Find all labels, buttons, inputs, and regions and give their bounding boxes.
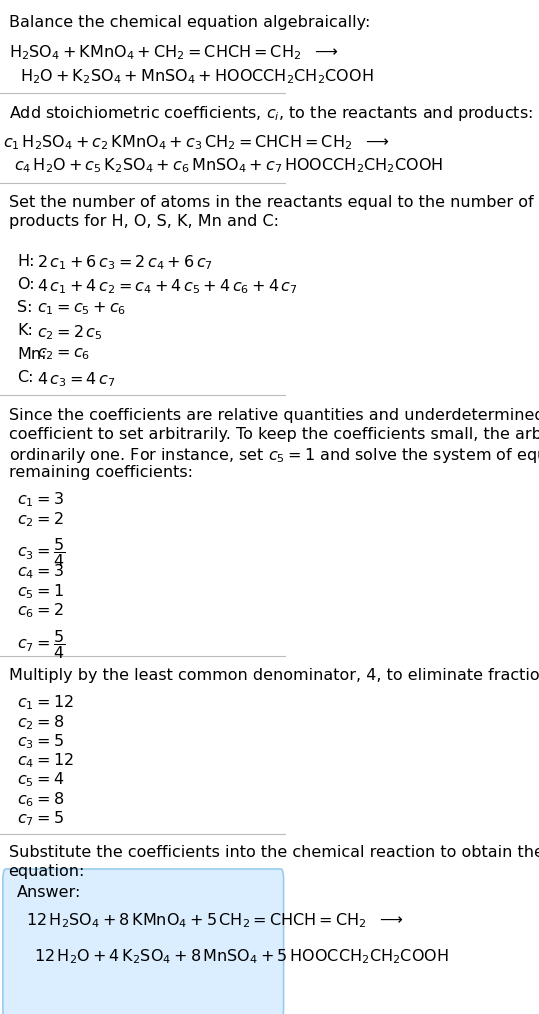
Text: $c_1 = c_5 + c_6$: $c_1 = c_5 + c_6$ [37,300,126,316]
Text: $c_2 = c_6$: $c_2 = c_6$ [37,347,91,362]
Text: Set the number of atoms in the reactants equal to the number of atoms in the: Set the number of atoms in the reactants… [9,195,539,210]
Text: products for H, O, S, K, Mn and C:: products for H, O, S, K, Mn and C: [9,214,279,229]
Text: $c_3 = \dfrac{5}{4}$: $c_3 = \dfrac{5}{4}$ [17,536,65,570]
Text: $c_4\,\mathsf{H_2O} + c_5\,\mathsf{K_2SO_4} + c_6\,\mathsf{MnSO_4} + c_7\,\maths: $c_4\,\mathsf{H_2O} + c_5\,\mathsf{K_2SO… [15,156,444,174]
Text: $4\,c_1 + 4\,c_2 = c_4 + 4\,c_5 + 4\,c_6 + 4\,c_7$: $4\,c_1 + 4\,c_2 = c_4 + 4\,c_5 + 4\,c_6… [37,277,298,295]
Text: $c_5 = 1$: $c_5 = 1$ [17,582,64,600]
Text: Mn:: Mn: [17,347,47,362]
Text: $c_2 = 8$: $c_2 = 8$ [17,713,64,731]
Text: Add stoichiometric coefficients, $c_i$, to the reactants and products:: Add stoichiometric coefficients, $c_i$, … [9,104,533,124]
Text: $2\,c_1 + 6\,c_3 = 2\,c_4 + 6\,c_7$: $2\,c_1 + 6\,c_3 = 2\,c_4 + 6\,c_7$ [37,254,213,272]
Text: $12\,\mathsf{H_2O} + 4\,\mathsf{K_2SO_4} + 8\,\mathsf{MnSO_4} + 5\,\mathsf{HOOCC: $12\,\mathsf{H_2O} + 4\,\mathsf{K_2SO_4}… [34,947,449,965]
Text: ordinarily one. For instance, set $c_5 = 1$ and solve the system of equations fo: ordinarily one. For instance, set $c_5 =… [9,446,539,465]
Text: $c_1 = 3$: $c_1 = 3$ [17,491,64,509]
Text: Since the coefficients are relative quantities and underdetermined, choose a: Since the coefficients are relative quan… [9,408,539,423]
Text: Multiply by the least common denominator, 4, to eliminate fractional coefficient: Multiply by the least common denominator… [9,668,539,683]
Text: Balance the chemical equation algebraically:: Balance the chemical equation algebraica… [9,15,370,30]
Text: H:: H: [17,254,34,269]
Text: $c_4 = 12$: $c_4 = 12$ [17,751,74,770]
Text: coefficient to set arbitrarily. To keep the coefficients small, the arbitrary va: coefficient to set arbitrarily. To keep … [9,427,539,442]
Text: $12\,\mathsf{H_2SO_4} + 8\,\mathsf{KMnO_4} + 5\,\mathsf{CH_2{=}CHCH{=}CH_2}$  $\: $12\,\mathsf{H_2SO_4} + 8\,\mathsf{KMnO_… [26,912,404,930]
Text: $c_1 = 12$: $c_1 = 12$ [17,694,74,712]
Text: $c_1\,\mathsf{H_2SO_4} + c_2\,\mathsf{KMnO_4} + c_3\,\mathsf{CH_2{=}CHCH{=}CH_2}: $c_1\,\mathsf{H_2SO_4} + c_2\,\mathsf{KM… [3,133,389,151]
Text: $c_5 = 4$: $c_5 = 4$ [17,771,64,789]
Text: $c_2 = 2$: $c_2 = 2$ [17,510,64,528]
Text: equation:: equation: [9,864,85,879]
Text: $c_7 = \dfrac{5}{4}$: $c_7 = \dfrac{5}{4}$ [17,628,65,661]
Text: $\mathsf{H_2SO_4 + KMnO_4 + CH_2{=}CHCH{=}CH_2}$  $\mathsf{\longrightarrow}$: $\mathsf{H_2SO_4 + KMnO_4 + CH_2{=}CHCH{… [9,44,338,62]
Text: $4\,c_3 = 4\,c_7$: $4\,c_3 = 4\,c_7$ [37,370,116,388]
Text: $c_7 = 5$: $c_7 = 5$ [17,809,64,827]
Text: $c_2 = 2\,c_5$: $c_2 = 2\,c_5$ [37,323,103,342]
FancyBboxPatch shape [3,869,284,1014]
Text: remaining coefficients:: remaining coefficients: [9,465,192,481]
Text: $c_4 = 3$: $c_4 = 3$ [17,563,64,581]
Text: Answer:: Answer: [17,885,81,900]
Text: O:: O: [17,277,35,292]
Text: Substitute the coefficients into the chemical reaction to obtain the balanced: Substitute the coefficients into the che… [9,845,539,860]
Text: $c_6 = 2$: $c_6 = 2$ [17,601,64,620]
Text: K:: K: [17,323,33,339]
Text: $\mathsf{H_2O + K_2SO_4 + MnSO_4 + HOOCCH_2CH_2COOH}$: $\mathsf{H_2O + K_2SO_4 + MnSO_4 + HOOCC… [20,67,374,85]
Text: S:: S: [17,300,33,315]
Text: $c_3 = 5$: $c_3 = 5$ [17,732,64,750]
Text: $c_6 = 8$: $c_6 = 8$ [17,790,64,808]
Text: C:: C: [17,370,33,385]
